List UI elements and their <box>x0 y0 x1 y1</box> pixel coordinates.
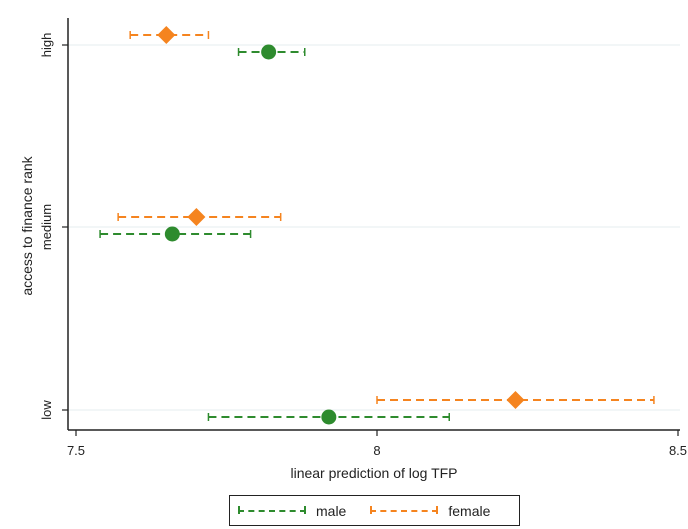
legend-entry-male: male <box>238 503 346 519</box>
legend-swatch-male <box>238 505 306 514</box>
y-ticks: high medium low <box>39 33 68 420</box>
female-point-medium <box>187 208 206 226</box>
female-point-low <box>506 391 525 409</box>
x-ticks: 7.5 8 8.5 <box>67 430 687 458</box>
female-point-high <box>157 26 176 44</box>
legend: male female <box>229 495 520 526</box>
y-axis-title: access to finance rank <box>19 155 35 295</box>
gridlines <box>68 44 680 411</box>
legend-label-male: male <box>316 502 347 519</box>
series-male <box>99 44 450 425</box>
y-tick-label-low: low <box>39 400 54 420</box>
male-point-high <box>261 44 277 60</box>
x-tick-label-8: 8 <box>373 443 380 458</box>
series-layer <box>99 26 655 425</box>
male-point-low <box>321 409 337 425</box>
y-tick-label-medium: medium <box>39 204 54 250</box>
legend-entry-female: female <box>370 503 490 519</box>
male-point-medium <box>164 226 180 242</box>
y-tick-label-high: high <box>39 33 54 58</box>
legend-label-female: female <box>448 502 491 519</box>
x-tick-label-7.5: 7.5 <box>67 443 85 458</box>
series-female <box>117 26 655 409</box>
legend-swatch-female <box>370 505 439 514</box>
x-tick-label-8.5: 8.5 <box>669 443 687 458</box>
x-axis-title: linear prediction of log TFP <box>290 465 457 481</box>
